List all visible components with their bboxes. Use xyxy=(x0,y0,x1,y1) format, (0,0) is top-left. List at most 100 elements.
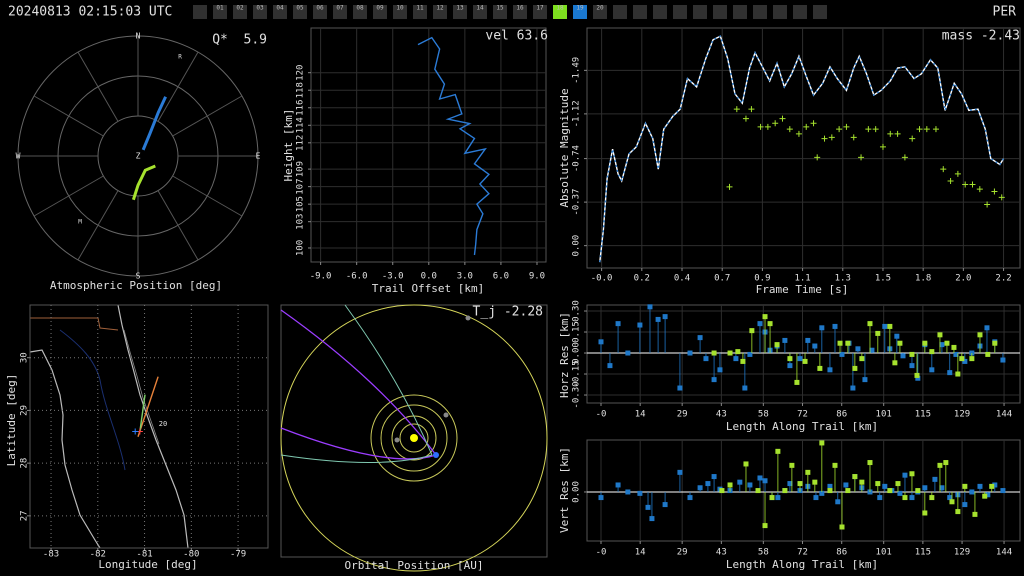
tab-label[interactable]: 16 xyxy=(516,5,524,12)
residual-point xyxy=(727,482,733,488)
x-tick-label: 115 xyxy=(915,548,931,558)
polar-spoke xyxy=(157,190,199,261)
x-tick-label: 43 xyxy=(716,548,727,558)
x-tick-label: 86 xyxy=(836,548,847,558)
orbit-arc xyxy=(280,454,433,463)
residual-point xyxy=(817,365,823,371)
tab[interactable] xyxy=(233,5,247,19)
tab-label[interactable]: 11 xyxy=(416,5,424,12)
plus-marker xyxy=(132,428,139,435)
x-tick-label: -0.0 xyxy=(591,274,613,284)
tab-label[interactable]: 06 xyxy=(316,5,324,12)
x-tick-label: 0.7 xyxy=(714,274,730,284)
tab-label[interactable]: 10 xyxy=(396,5,404,12)
tab-label[interactable]: 18 xyxy=(556,5,564,12)
tab-label[interactable]: 19 xyxy=(576,5,584,12)
plus-marker xyxy=(726,183,733,190)
residual-point xyxy=(902,472,908,478)
residual-point xyxy=(837,340,843,346)
residual-point xyxy=(909,495,915,501)
tab[interactable] xyxy=(573,5,587,19)
tab-label[interactable]: 08 xyxy=(356,5,364,12)
tab-empty xyxy=(753,5,767,19)
residual-point xyxy=(859,356,865,362)
residual-point xyxy=(827,483,833,489)
y-tick-label: 30 xyxy=(20,352,30,363)
series-line xyxy=(137,376,159,438)
y-tick-label: 0.00 xyxy=(572,481,582,503)
tab[interactable] xyxy=(213,5,227,19)
tab[interactable] xyxy=(433,5,447,19)
y-tick-label: -0.30 xyxy=(572,381,582,408)
tab-label[interactable]: 20 xyxy=(596,5,604,12)
residual-point xyxy=(782,337,788,343)
residual-point xyxy=(985,492,991,498)
tab-label[interactable]: 03 xyxy=(256,5,264,12)
residual-point xyxy=(727,350,733,356)
tab-label[interactable]: 14 xyxy=(476,5,484,12)
tab-label[interactable]: 12 xyxy=(436,5,444,12)
zenith-label: Z xyxy=(136,152,141,161)
tab[interactable] xyxy=(473,5,487,19)
x-tick-label: -0 xyxy=(596,410,607,420)
tab[interactable] xyxy=(273,5,287,19)
x-tick-label: 1.8 xyxy=(915,274,931,284)
tab-label[interactable]: 13 xyxy=(456,5,464,12)
x-tick-label: 1.3 xyxy=(835,274,851,284)
residual-point xyxy=(953,351,959,357)
tab[interactable] xyxy=(493,5,507,19)
earth xyxy=(433,452,439,458)
coastline xyxy=(29,304,189,549)
tab[interactable] xyxy=(313,5,327,19)
tab-label[interactable]: 09 xyxy=(376,5,384,12)
residual-point xyxy=(882,483,888,489)
residual-point xyxy=(855,346,861,352)
tab[interactable] xyxy=(393,5,407,19)
tab[interactable] xyxy=(353,5,367,19)
tab-label[interactable]: 07 xyxy=(336,5,344,12)
tab-empty xyxy=(193,5,207,19)
residual-point xyxy=(962,358,968,364)
y-tick-label: 0.30 xyxy=(572,300,582,322)
planet xyxy=(394,437,400,443)
residual-point xyxy=(845,488,851,494)
tab[interactable] xyxy=(553,5,567,19)
tab[interactable] xyxy=(293,5,307,19)
residual-point xyxy=(827,488,833,494)
tab[interactable] xyxy=(513,5,527,19)
residual-point xyxy=(645,504,651,510)
tab-label[interactable]: 02 xyxy=(236,5,244,12)
residual-point xyxy=(839,524,845,530)
tab-label[interactable]: 15 xyxy=(496,5,504,12)
tab[interactable] xyxy=(453,5,467,19)
residual-point xyxy=(740,358,746,364)
tab-empty xyxy=(773,5,787,19)
y-tick-label: -1.49 xyxy=(572,57,582,84)
tab[interactable] xyxy=(593,5,607,19)
tab-label[interactable]: 04 xyxy=(276,5,284,12)
plot-frame xyxy=(29,304,269,549)
tab[interactable] xyxy=(253,5,267,19)
residual-point xyxy=(955,371,961,377)
tab[interactable] xyxy=(533,5,547,19)
tab[interactable] xyxy=(373,5,387,19)
y-axis-label: Latitude [deg] xyxy=(5,374,18,467)
orbit-arc xyxy=(344,304,433,456)
x-axis-label: Frame Time [s] xyxy=(756,283,849,296)
x-tick-label: -82 xyxy=(90,550,106,560)
residual-point xyxy=(705,481,711,487)
residual-point xyxy=(797,481,803,487)
tab-label[interactable]: 01 xyxy=(216,5,224,12)
residual-point xyxy=(819,325,825,331)
residual-point xyxy=(984,325,990,331)
y-tick-label: 109 xyxy=(296,161,306,177)
tab[interactable] xyxy=(333,5,347,19)
polar-spoke xyxy=(172,175,243,217)
y-tick-label: 105 xyxy=(296,196,306,212)
orbit-ring xyxy=(399,423,429,453)
x-tick-label: 129 xyxy=(954,410,970,420)
tab-label[interactable]: 05 xyxy=(296,5,304,12)
tab-label[interactable]: 17 xyxy=(536,5,544,12)
direction-label: N xyxy=(136,32,141,41)
tab[interactable] xyxy=(413,5,427,19)
